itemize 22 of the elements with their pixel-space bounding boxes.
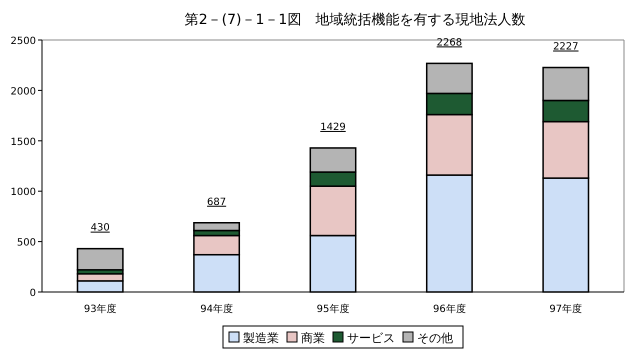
- x-tick-label: 96年度: [433, 303, 466, 315]
- x-tick-label: 94年度: [200, 303, 233, 315]
- x-tick-label: 97年度: [549, 303, 582, 315]
- title: 第2－(7)－1－1図 地域統括機能を有する現地法人数: [184, 12, 526, 28]
- x-tick-label: 95年度: [316, 303, 350, 315]
- y-tick-label: 2000: [10, 86, 36, 98]
- total-label: 2268: [436, 37, 462, 48]
- y-tick-label: 1500: [10, 136, 36, 148]
- legend-label: 製造業: [243, 331, 279, 345]
- y-tick-label: 0: [30, 288, 36, 299]
- bar: [76, 248, 124, 271]
- x-tick-label: 93年度: [84, 303, 117, 315]
- legend-label: 商業: [301, 331, 325, 345]
- y-tick-label: 2500: [10, 36, 36, 47]
- y-tick-label: 500: [16, 238, 36, 249]
- y-tick-label: 1000: [10, 187, 36, 198]
- total-label: 2227: [553, 42, 579, 53]
- legend-label: サービス: [347, 331, 395, 345]
- legend-label: その他: [417, 331, 453, 345]
- total-label: 687: [207, 196, 226, 208]
- total-label: 1429: [320, 122, 346, 133]
- total-label: 430: [90, 222, 110, 234]
